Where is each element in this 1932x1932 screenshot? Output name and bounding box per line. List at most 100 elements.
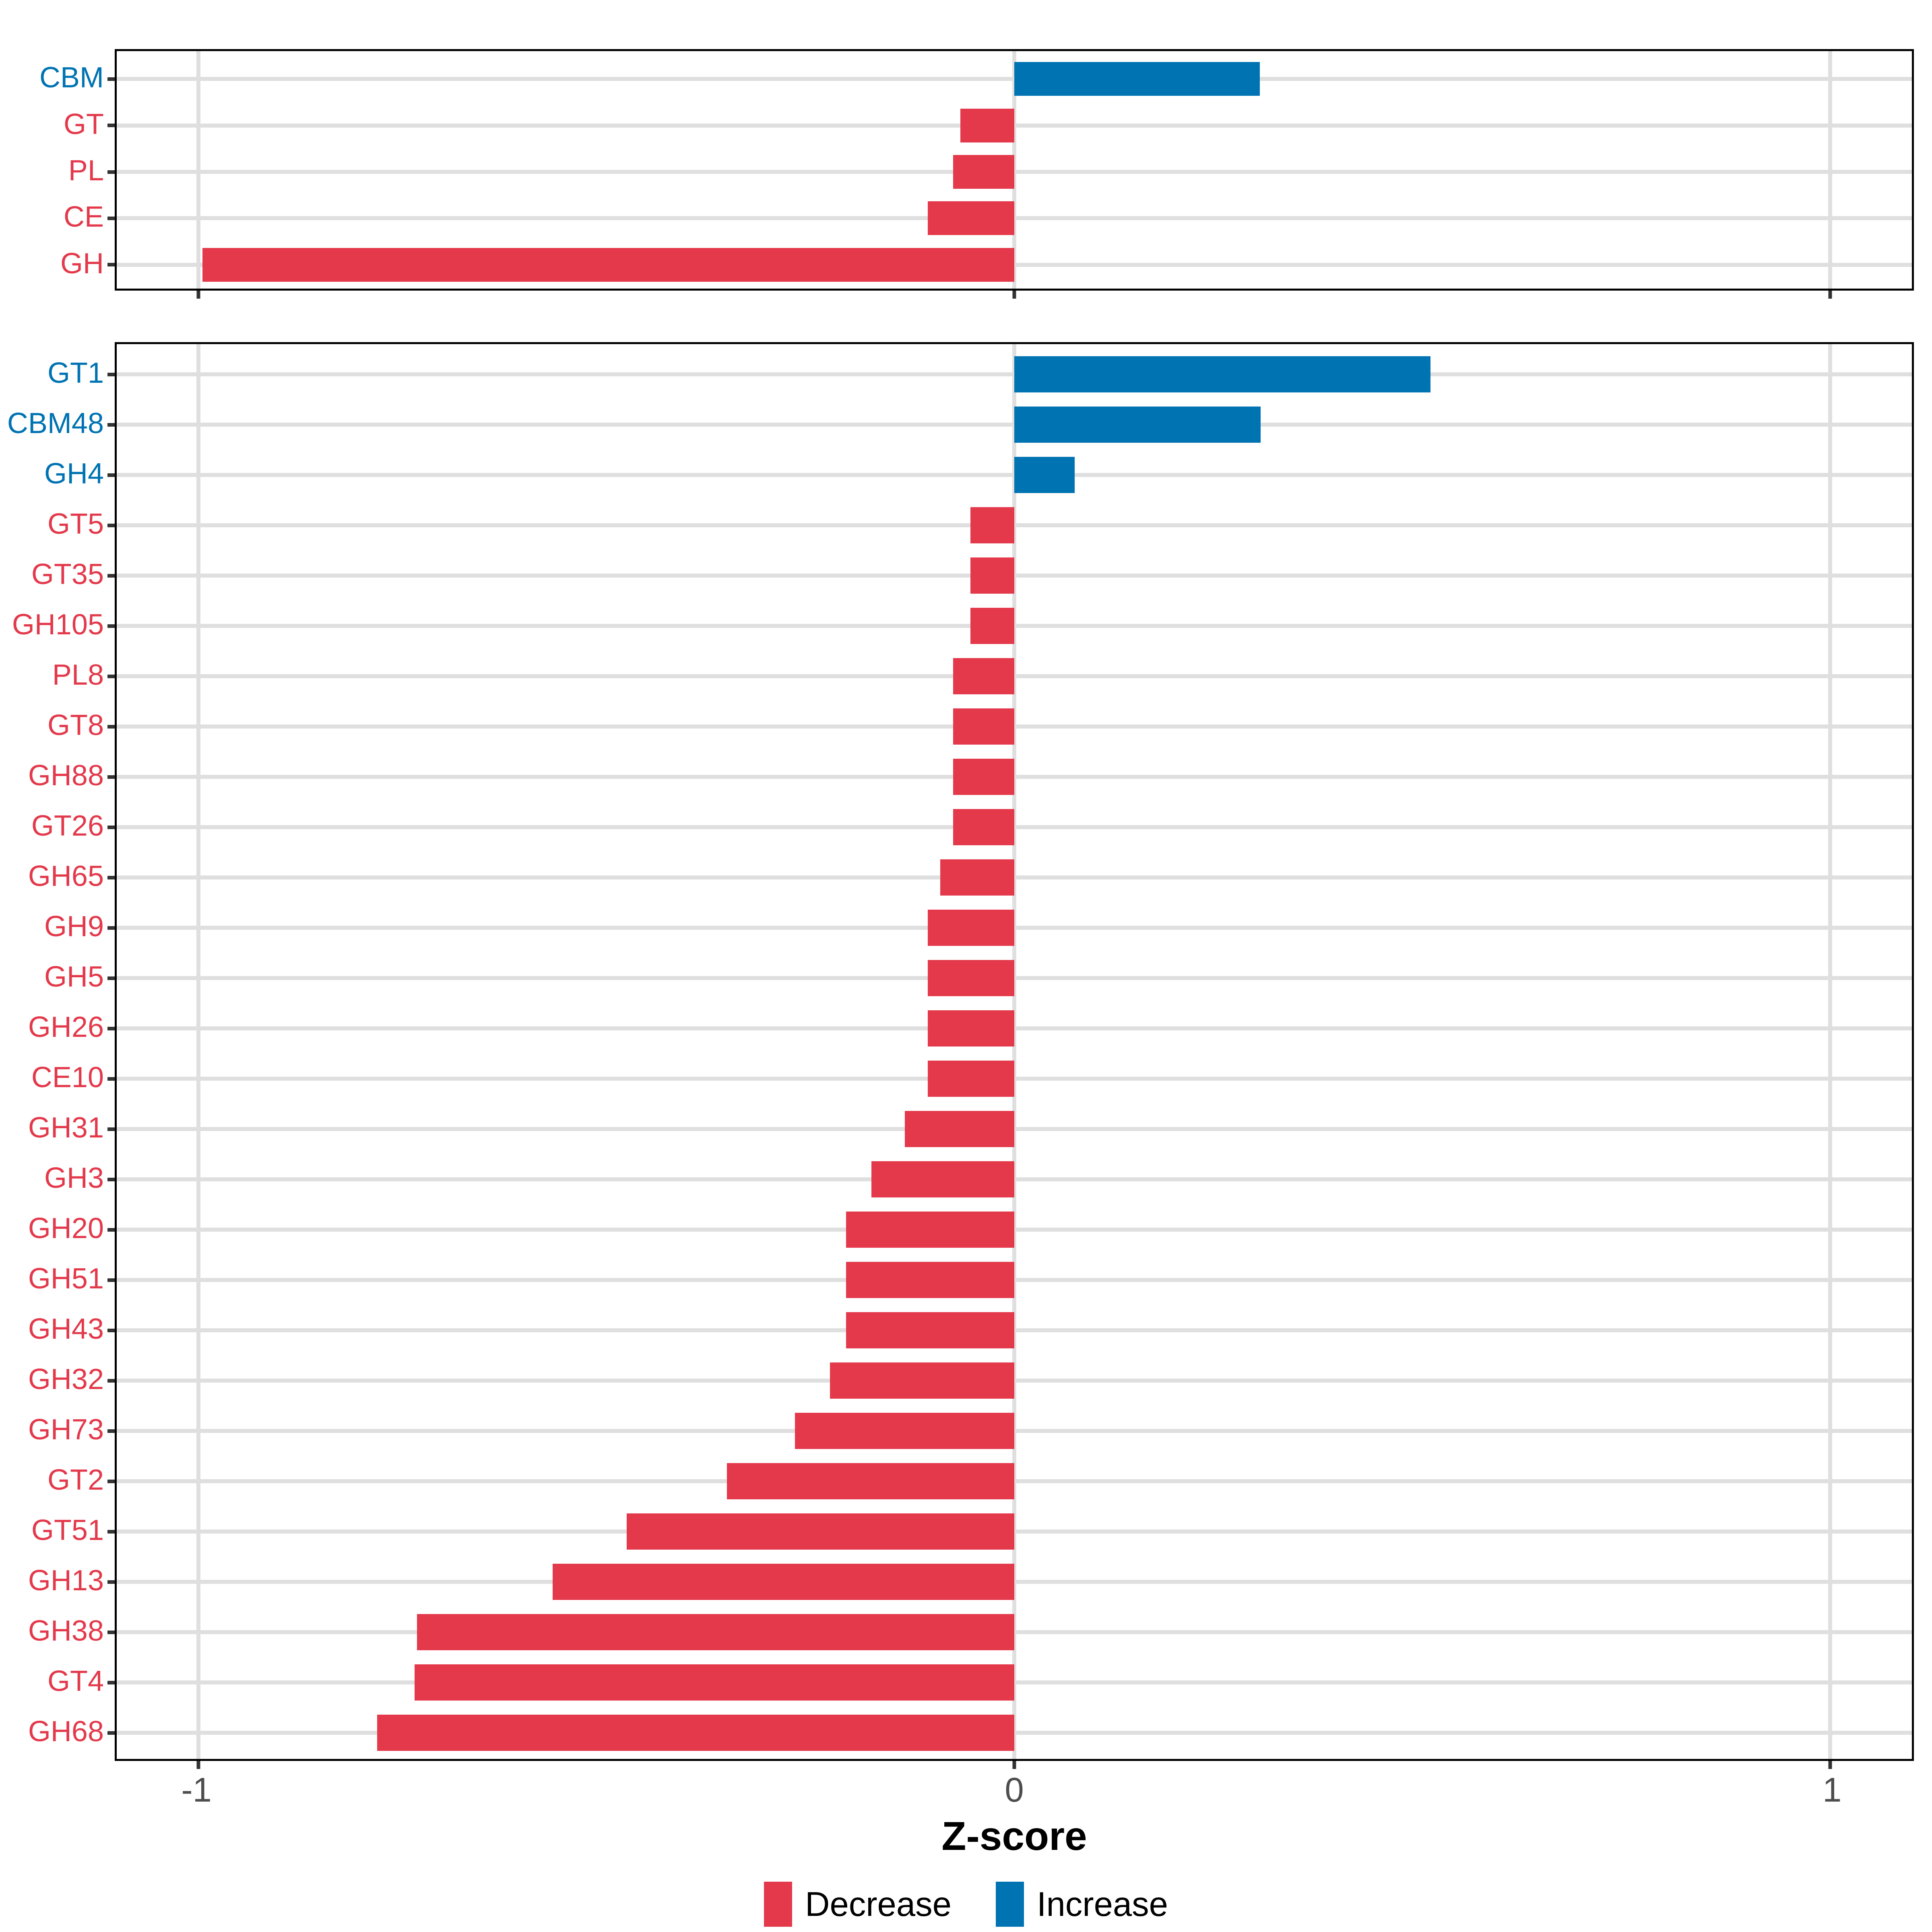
y-tick-mark bbox=[107, 523, 115, 527]
bar-gh73 bbox=[795, 1413, 1014, 1449]
bar-gh88 bbox=[953, 759, 1014, 795]
category-label-gh38: GH38 bbox=[28, 1615, 104, 1647]
x-gridline bbox=[196, 344, 200, 1759]
category-label-gh68: GH68 bbox=[28, 1715, 104, 1748]
y-gridline bbox=[117, 1127, 1912, 1131]
y-gridline bbox=[117, 674, 1912, 678]
category-label-gt: GT bbox=[64, 108, 104, 140]
y-tick-mark bbox=[107, 1429, 115, 1433]
bar-gh68 bbox=[377, 1715, 1014, 1751]
category-label-gt8: GT8 bbox=[47, 709, 104, 742]
y-gridline bbox=[117, 825, 1912, 829]
bar-ce bbox=[928, 201, 1014, 235]
bar-gt8 bbox=[953, 708, 1014, 745]
legend-label-decrease: Decrease bbox=[805, 1885, 952, 1924]
category-label-gh9: GH9 bbox=[44, 910, 104, 943]
category-label-gh105: GH105 bbox=[12, 609, 104, 641]
x-tick-label-1: 1 bbox=[1823, 1771, 1842, 1809]
category-label-gt51: GT51 bbox=[31, 1514, 104, 1547]
y-tick-mark bbox=[107, 674, 115, 678]
x-gridline bbox=[1828, 344, 1833, 1759]
category-label-gt35: GT35 bbox=[31, 558, 104, 591]
y-tick-mark bbox=[107, 423, 115, 427]
bar-gh51 bbox=[846, 1262, 1014, 1298]
y-tick-mark bbox=[107, 473, 115, 477]
increase-swatch-icon bbox=[995, 1882, 1024, 1927]
bar-gh43 bbox=[846, 1312, 1014, 1348]
category-label-gh73: GH73 bbox=[28, 1414, 104, 1446]
category-label-cbm48: CBM48 bbox=[7, 407, 104, 440]
legend: Decrease Increase bbox=[0, 1882, 1932, 1927]
y-gridline bbox=[117, 1530, 1912, 1534]
bar-gt1 bbox=[1014, 356, 1430, 392]
bar-gh65 bbox=[940, 859, 1014, 896]
category-label-gh3: GH3 bbox=[44, 1162, 104, 1195]
bar-gt4 bbox=[414, 1664, 1014, 1701]
bar-gh4 bbox=[1014, 457, 1075, 493]
category-label-gt1: GT1 bbox=[47, 357, 104, 390]
category-label-ce10: CE10 bbox=[31, 1061, 104, 1094]
y-tick-mark bbox=[107, 875, 115, 879]
y-tick-mark bbox=[107, 1379, 115, 1383]
bar-ce10 bbox=[928, 1061, 1014, 1097]
category-label-gt26: GT26 bbox=[31, 810, 104, 842]
x-tick-mark bbox=[1012, 291, 1016, 299]
category-label-gt4: GT4 bbox=[47, 1665, 104, 1698]
y-gridline bbox=[117, 1630, 1912, 1634]
y-gridline bbox=[117, 1177, 1912, 1181]
y-tick-mark bbox=[107, 77, 115, 81]
bar-gt2 bbox=[727, 1463, 1014, 1499]
y-gridline bbox=[117, 262, 1912, 267]
bar-gh3 bbox=[871, 1161, 1014, 1197]
y-gridline bbox=[117, 1228, 1912, 1232]
y-gridline bbox=[117, 976, 1912, 980]
y-tick-mark bbox=[107, 263, 115, 267]
category-label-gh32: GH32 bbox=[28, 1363, 104, 1396]
y-gridline bbox=[117, 1429, 1912, 1433]
y-tick-mark bbox=[107, 216, 115, 220]
category-label-gh20: GH20 bbox=[28, 1212, 104, 1245]
y-tick-mark bbox=[107, 1580, 115, 1584]
bar-gh38 bbox=[417, 1614, 1014, 1650]
legend-item-decrease: Decrease bbox=[764, 1882, 952, 1927]
y-tick-mark bbox=[107, 574, 115, 578]
y-gridline bbox=[117, 123, 1912, 128]
x-tick-mark bbox=[1012, 1761, 1016, 1769]
y-tick-mark bbox=[107, 1077, 115, 1081]
y-tick-mark bbox=[107, 1278, 115, 1282]
y-tick-mark bbox=[107, 775, 115, 779]
y-tick-mark bbox=[107, 1177, 115, 1181]
y-tick-mark bbox=[107, 1479, 115, 1483]
y-gridline bbox=[117, 523, 1912, 527]
bar-pl bbox=[953, 155, 1014, 189]
decrease-swatch-icon bbox=[764, 1882, 793, 1927]
bar-gh26 bbox=[928, 1010, 1014, 1046]
category-label-gh4: GH4 bbox=[44, 458, 104, 490]
y-tick-mark bbox=[107, 976, 115, 980]
y-tick-mark bbox=[107, 624, 115, 628]
legend-item-increase: Increase bbox=[995, 1882, 1168, 1927]
x-tick-mark bbox=[1828, 1761, 1832, 1769]
x-tick-mark bbox=[1828, 291, 1832, 299]
y-tick-mark bbox=[107, 1530, 115, 1534]
y-gridline bbox=[117, 926, 1912, 930]
y-gridline bbox=[117, 724, 1912, 729]
y-tick-mark bbox=[107, 1026, 115, 1030]
y-gridline bbox=[117, 624, 1912, 628]
y-gridline bbox=[117, 1379, 1912, 1383]
x-tick-mark bbox=[196, 1761, 200, 1769]
x-axis-tick-labels: -1 0 1 bbox=[115, 1773, 1914, 1813]
bottom-panel-cazyme-families: GT1 CBM48 GH4 GT5 GT35 GH105 PL8 GT8 GH88 GT26 GH6… bbox=[7, 342, 1914, 1769]
bar-gh5 bbox=[928, 960, 1014, 996]
category-label-gt2: GT2 bbox=[47, 1464, 104, 1496]
category-label-gh43: GH43 bbox=[28, 1313, 104, 1346]
bar-gt26 bbox=[953, 809, 1014, 845]
y-gridline bbox=[117, 775, 1912, 779]
top-panel-cazyme-classes: CBM GT PL CE GH bbox=[39, 49, 1914, 299]
bar-gh13 bbox=[552, 1564, 1014, 1600]
category-label-cbm: CBM bbox=[39, 62, 104, 94]
bar-gh32 bbox=[830, 1362, 1014, 1399]
y-tick-mark bbox=[107, 825, 115, 829]
category-label-pl8: PL8 bbox=[52, 659, 104, 691]
category-label-gh13: GH13 bbox=[28, 1565, 104, 1597]
